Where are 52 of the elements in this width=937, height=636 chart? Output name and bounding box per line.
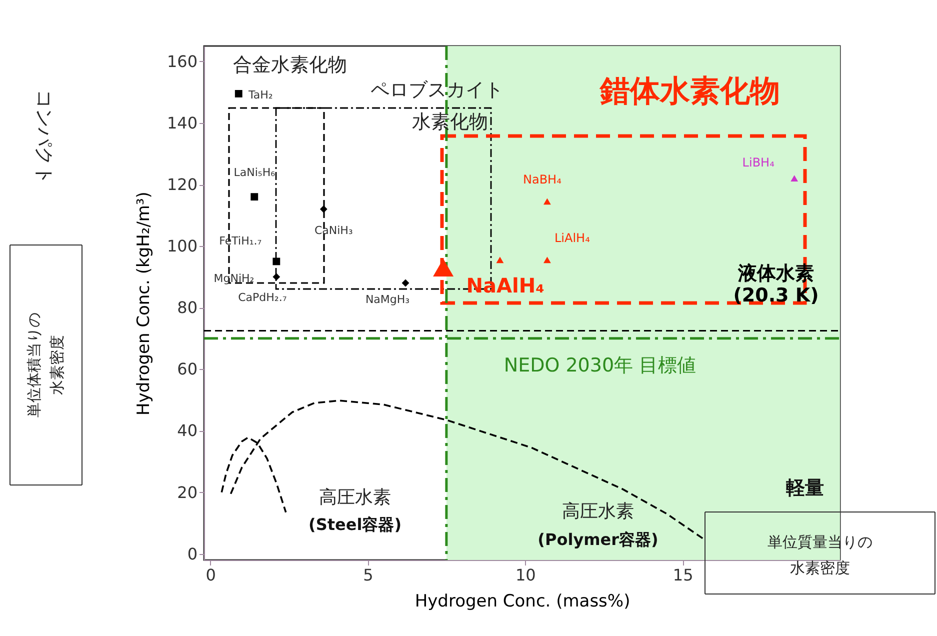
series-label: FeTiH₁.₇ xyxy=(219,234,262,248)
series-label: LiAlH₄ xyxy=(554,230,590,245)
y-tick-label: 0 xyxy=(187,544,198,564)
series-label: TaH₂ xyxy=(247,88,273,102)
point xyxy=(402,279,410,287)
series-label: NaAlH₄ xyxy=(466,274,544,298)
point xyxy=(320,205,328,213)
annotation: 軽量 xyxy=(785,477,824,499)
y-tick-label: 60 xyxy=(177,360,198,379)
ref-line-label: NEDO 2030年 目標値 xyxy=(504,354,696,376)
series-label: LiBH₄ xyxy=(742,155,775,170)
series-label: NaMgH₃ xyxy=(365,292,410,306)
y-axis-title: Hydrogen Conc. (kgH₂/m³) xyxy=(134,192,154,416)
y-tick-label: 140 xyxy=(166,113,198,132)
annotation: 高圧水素 xyxy=(562,501,634,522)
annotation: ペロブスカイト xyxy=(370,79,504,101)
annotation: (Steel容器) xyxy=(308,515,402,534)
annotation: MgNiH₂ xyxy=(214,272,254,285)
point xyxy=(790,175,798,182)
annotation: 高圧水素 xyxy=(319,487,391,508)
annotation: 水素密度 xyxy=(790,559,850,577)
y-tick-label: 160 xyxy=(166,52,198,71)
annotation: 水素化物 xyxy=(412,111,488,133)
y-tick-label: 40 xyxy=(177,421,198,440)
point xyxy=(234,90,242,98)
x-tick-label: 5 xyxy=(363,566,374,584)
annotation: 錯体水素化物 xyxy=(599,74,780,109)
text: 単位体積当りの xyxy=(25,312,43,418)
x-tick-label: 15 xyxy=(672,566,694,584)
x-axis-title: Hydrogen Conc. (mass%) xyxy=(414,592,630,612)
y-tick-label: 80 xyxy=(177,298,198,318)
point xyxy=(272,258,280,266)
point xyxy=(543,256,551,264)
text: 水素密度 xyxy=(48,335,66,395)
x-tick-label: 0 xyxy=(206,566,216,584)
annotation: 合金水素化物 xyxy=(233,54,347,76)
point xyxy=(496,256,504,264)
series-label: NaBH₄ xyxy=(522,172,562,186)
point xyxy=(433,258,454,276)
y-tick-label: 120 xyxy=(166,175,198,194)
y-tick-label: 100 xyxy=(166,236,198,256)
series-label: CaPdH₂.₇ xyxy=(238,290,287,304)
point xyxy=(543,198,551,205)
series-label: CaNiH₃ xyxy=(314,224,353,238)
ref-line-label: 液体水素 (20.3 K) xyxy=(733,262,819,307)
annotation: (Polymer容器) xyxy=(538,530,658,549)
text: コンパクト xyxy=(33,90,55,184)
x-tick-label: 10 xyxy=(515,566,536,584)
series-label: LaNi₅H₆ xyxy=(234,166,276,179)
y-tick-label: 20 xyxy=(177,482,198,502)
point xyxy=(250,193,258,201)
point xyxy=(272,273,280,281)
